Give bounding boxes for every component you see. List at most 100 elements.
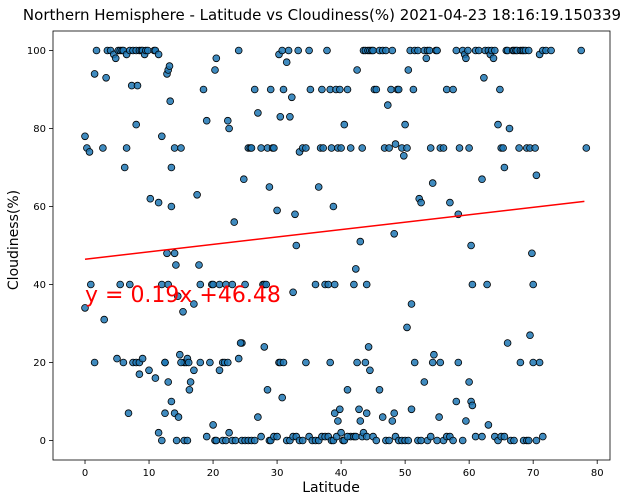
data-point: [102, 74, 110, 82]
data-point: [387, 85, 395, 94]
data-point: [394, 85, 403, 94]
data-point: [273, 206, 281, 215]
data-point: [385, 144, 393, 152]
data-point: [154, 198, 163, 207]
plot-area: 0 10 20 30 40 50 60 70 80 0 20 40 60 80 100 y = 0.19x +…: [27, 30, 611, 479]
data-point: [499, 144, 507, 152]
data-point: [529, 358, 537, 367]
regression-line: [84, 200, 585, 260]
data-point: [358, 144, 367, 152]
data-point: [449, 436, 457, 445]
data-point: [474, 46, 483, 55]
data-point: [298, 436, 307, 445]
data-point: [225, 124, 233, 133]
y-tick-label: 100: [27, 46, 46, 57]
data-point: [161, 358, 169, 367]
data-point: [177, 144, 185, 152]
data-point: [263, 385, 272, 394]
data-point: [388, 46, 397, 55]
data-point: [177, 358, 185, 367]
x-axis-label: Latitude: [302, 480, 360, 496]
data-point: [119, 358, 128, 367]
data-point: [167, 397, 176, 406]
data-point: [196, 358, 205, 367]
data-point: [462, 54, 470, 63]
data-point: [378, 413, 387, 421]
data-point: [442, 85, 451, 94]
data-point: [212, 436, 221, 445]
data-point: [452, 397, 461, 406]
data-point: [538, 432, 547, 441]
data-point: [577, 46, 585, 55]
data-point: [547, 46, 555, 55]
data-point: [282, 58, 291, 66]
data-point: [266, 85, 275, 94]
data-point: [433, 46, 441, 55]
data-point: [254, 413, 262, 421]
x-tick-label: 0: [82, 468, 88, 479]
data-point: [364, 343, 373, 351]
data-point: [87, 280, 95, 289]
data-point: [343, 85, 352, 94]
data-point: [524, 46, 533, 55]
data-point: [478, 432, 486, 441]
data-point: [292, 241, 301, 250]
data-point: [496, 85, 504, 94]
data-point: [132, 120, 141, 129]
data-point: [422, 54, 431, 63]
data-point: [195, 261, 203, 269]
data-point: [291, 210, 299, 219]
data-point: [279, 85, 288, 94]
data-point: [126, 280, 134, 289]
data-point: [327, 144, 336, 152]
data-point: [163, 249, 171, 258]
data-point: [483, 280, 491, 289]
data-point: [234, 46, 243, 55]
data-point: [382, 46, 390, 55]
data-point: [361, 358, 370, 367]
data-point: [196, 280, 205, 289]
data-point: [355, 405, 363, 414]
data-point: [199, 85, 208, 94]
data-point: [273, 432, 281, 441]
data-point: [403, 144, 411, 152]
data-point: [124, 409, 133, 418]
data-point: [500, 163, 509, 172]
data-point: [302, 144, 310, 152]
data-point: [311, 280, 320, 289]
data-point: [340, 120, 349, 129]
data-point: [240, 175, 248, 184]
data-point: [99, 144, 107, 152]
data-point: [407, 300, 416, 308]
data-point: [582, 144, 591, 152]
data-point: [247, 144, 256, 152]
data-point: [372, 85, 381, 94]
data-point: [351, 265, 360, 273]
data-point: [478, 175, 486, 184]
data-point: [254, 109, 262, 117]
data-point: [81, 304, 89, 312]
data-point: [257, 144, 265, 152]
y-tick-label: 40: [33, 280, 46, 291]
data-point: [462, 417, 470, 425]
data-point: [426, 432, 435, 441]
x-tick-label: 10: [143, 468, 156, 479]
data-point: [334, 417, 342, 425]
data-point: [164, 280, 173, 289]
data-point: [369, 46, 377, 55]
data-point: [372, 436, 381, 445]
data-point: [420, 378, 429, 386]
data-point: [343, 432, 352, 441]
data-point: [468, 280, 477, 289]
data-point: [350, 280, 358, 289]
y-tick-label: 60: [33, 202, 46, 213]
data-point: [172, 436, 181, 445]
data-point: [260, 343, 269, 351]
data-point: [202, 116, 211, 125]
data-point: [81, 132, 89, 141]
data-point: [535, 358, 544, 367]
data-point: [480, 74, 488, 82]
data-point: [351, 432, 360, 441]
data-point: [164, 378, 173, 386]
x-tick-label: 20: [207, 468, 220, 479]
